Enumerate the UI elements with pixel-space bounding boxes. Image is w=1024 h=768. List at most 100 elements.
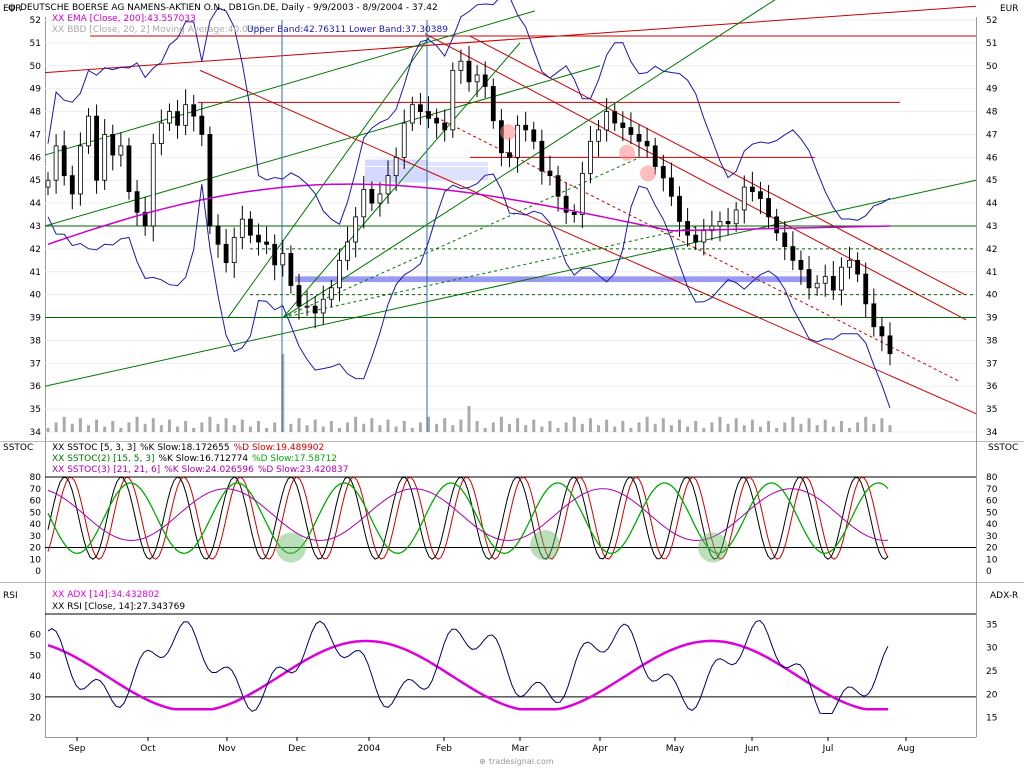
candle-body [134,191,140,213]
x-tick-label: Feb [436,744,452,754]
volume-bar [839,421,843,432]
volume-bar [111,421,115,432]
y-tick-label: 37 [986,359,997,369]
volume-bar [78,418,82,432]
candle-body [248,218,253,236]
candle-body [337,259,342,289]
volume-bar [864,416,868,432]
y-tick-label: 25 [986,667,997,677]
candle-body [490,85,496,122]
y-tick-label: 70 [30,485,42,495]
x-tick-label: Sep [69,744,86,754]
volume-bar [758,426,762,432]
rsi-line [47,619,889,714]
candle-body [749,186,755,193]
red-trendline [44,5,977,74]
candle-body [879,326,885,337]
volume-bar [95,419,99,432]
price-panel [45,17,976,440]
volume-bar [224,418,228,432]
y-tick-label: 42 [986,245,997,255]
candle-body [847,259,852,268]
volume-bar [807,418,811,432]
y-tick-label: 38 [30,336,42,346]
candle-body [555,175,561,197]
candle-body [701,230,707,243]
y-tick-label: 51 [986,39,997,49]
volume-bar [240,419,244,432]
candle-body [855,259,861,275]
volume-bar [726,423,730,432]
volume-bar [329,421,333,432]
volume-bar [734,418,738,432]
y-tick-label: 48 [30,108,42,118]
rsi-label-left: RSI [3,591,18,601]
candle-body [830,275,836,291]
volume-bar [273,422,277,432]
volume-bar [167,419,171,432]
volume-bar [823,419,827,432]
x-tick-label: Aug [897,744,915,754]
volume-bar [192,428,196,432]
volume-bar [872,423,876,432]
candle-body [588,140,593,174]
volume-bar [281,354,285,432]
volume-bar [467,406,471,432]
candle-body [644,140,650,147]
candle-body [474,74,480,83]
x-axis-month-labels: Sep Oct Nov Dec 2004 Feb Mar Apr May Jun Jul Aug [69,737,915,754]
y-tick-label: 60 [30,631,42,641]
y-tick-label: 41 [986,268,997,278]
y-tick-label: 50 [30,508,42,518]
volume-bar [200,422,204,432]
candle-body [482,74,488,87]
candlesticks [45,45,893,366]
volume-bar [499,416,503,432]
sstoc-legend-1: XX SSTOC [5, 3, 3] %K Slow:18.172655 %D Sl… [52,443,324,453]
volume-bar [402,421,406,432]
volume-bar [597,425,601,432]
volume-bar [459,419,463,432]
candle-body [199,115,205,135]
volume-bar [516,418,520,432]
volume-bar [443,418,447,432]
rsi-legend: XX RSI [Close, 14]:27.343769 [52,602,185,612]
y-tick-label: 10 [30,555,42,565]
candle-body [280,253,286,266]
volume-bar [831,426,835,432]
candle-body [798,259,804,270]
y-tick-label: 43 [30,222,41,232]
candle-body [110,134,116,156]
volume-bar [176,426,180,432]
volume-bar [257,421,260,432]
rsi-label-right: ADX-R [990,591,1018,601]
y-tick-label: 80 [30,473,42,483]
volume-bar [378,425,382,432]
y-tick-label: 41 [30,268,41,278]
green-fan-line [282,0,776,318]
volume-bar [637,422,641,432]
y-tick-label: 48 [986,108,998,118]
volume-bar [386,419,390,432]
volume-bar [815,425,819,432]
candle-body [741,186,747,211]
y-tick-label: 70 [986,485,998,495]
candle-body [418,104,423,112]
volume-bar [588,418,592,432]
y-tick-label: 30 [986,644,998,654]
candle-body [863,273,869,305]
adx-legend: XX ADX [14]:34.432802 [52,590,159,600]
x-tick-label: Mar [512,744,529,754]
volume-bar [661,418,665,432]
volume-bar [880,418,884,432]
candle-body [345,241,350,261]
volume-bar [151,418,155,432]
y-tick-label: 49 [30,85,42,95]
volume-bar [742,425,746,432]
sstoc-lines [47,476,889,563]
candle-body [693,234,699,243]
volume-bar [313,419,317,432]
candle-body [167,111,172,124]
y-tick-label: 40 [986,291,998,301]
y-tick-label: 30 [30,693,42,703]
